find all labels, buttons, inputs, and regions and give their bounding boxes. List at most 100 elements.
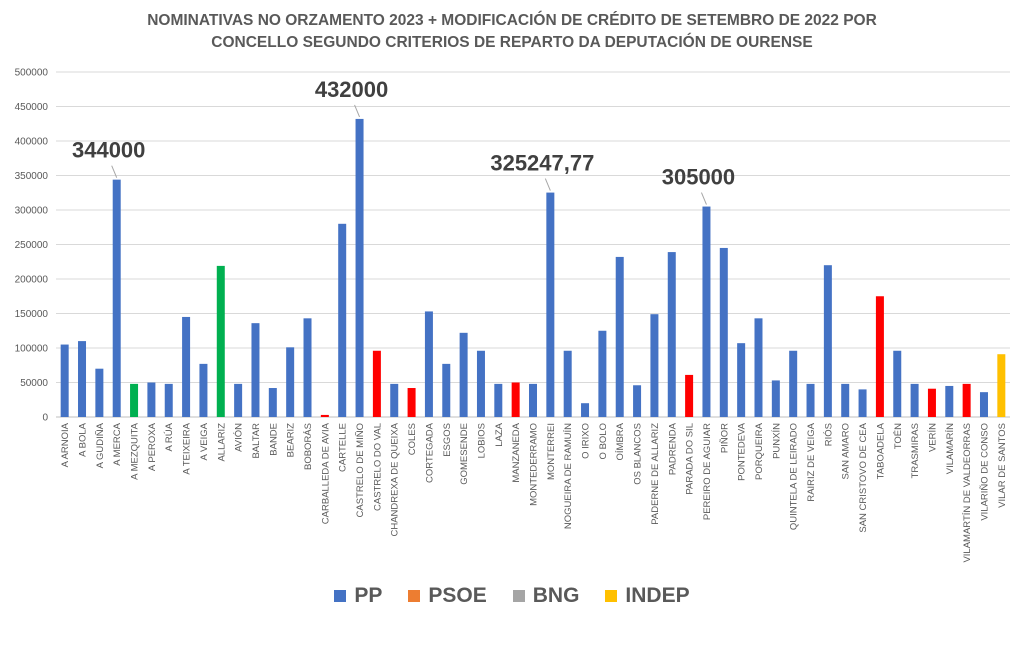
bar-esgos xyxy=(442,363,451,417)
bar-a-r-a xyxy=(164,383,173,417)
legend-swatch xyxy=(408,590,421,602)
bar-laza xyxy=(494,383,503,417)
legend-swatch xyxy=(605,590,618,602)
bar-coles xyxy=(407,388,416,417)
bar-bobor-s xyxy=(303,318,312,417)
y-tick-label: 350000 xyxy=(15,171,49,182)
annotation-label: 432000 xyxy=(315,77,388,102)
annotation-leader-line xyxy=(700,192,707,205)
x-tick-label: CARTELLE xyxy=(338,423,349,472)
bar-castrelo-de-mi-o xyxy=(355,118,364,418)
bar-trasmiras xyxy=(910,383,919,417)
x-tick-label: MONTEDERRAMO xyxy=(529,423,540,506)
annotation-leader-line xyxy=(111,165,118,178)
x-tick-label: A MERCA xyxy=(112,422,123,465)
bar-beariz xyxy=(286,347,295,417)
x-tick-label: RIÓS xyxy=(823,423,834,446)
bar-avi-n xyxy=(234,383,243,417)
x-tick-label: O IRIXO xyxy=(581,423,592,459)
chart-title: NOMINATIVAS NO ORZAMENTO 2023 + MODIFICA… xyxy=(0,10,1024,54)
bar-san-amaro xyxy=(841,383,850,417)
bar-bande xyxy=(268,388,277,417)
bar-pi-or xyxy=(719,247,728,417)
x-tick-label: A BOLA xyxy=(78,422,89,456)
x-tick-label: O BOLO xyxy=(598,423,609,459)
bar-montederramo xyxy=(529,383,537,417)
y-tick-label: 200000 xyxy=(15,275,49,286)
x-tick-label: VERÍN xyxy=(927,423,938,452)
x-tick-label: CORTEGADA xyxy=(424,422,435,483)
bar-a-bola xyxy=(78,341,87,417)
y-tick-label: 250000 xyxy=(15,240,49,251)
x-tick-label: CHANDREXA DE QUEIXA xyxy=(390,422,401,536)
bar-lobios xyxy=(476,350,485,417)
y-tick-label: 0 xyxy=(42,413,48,424)
bar-quintela-de-leirado xyxy=(789,350,798,417)
x-tick-label: A RÚA xyxy=(164,422,175,451)
legend-item-psoe: PSOE xyxy=(408,584,487,608)
bar-a-merca xyxy=(112,179,121,417)
x-tick-label: PADRENDA xyxy=(667,422,678,475)
x-tick-label: VILAMARTÍN DE VALDEORRAS xyxy=(962,423,973,563)
x-tick-label: A GUDIÑA xyxy=(95,422,106,468)
x-tick-label: SAN CRISTOVO DE CEA xyxy=(858,422,869,532)
bar-gomesende xyxy=(459,332,468,417)
annotation-label: 325247,77 xyxy=(490,151,594,176)
x-tick-label: PEREIRO DE AGUIAR xyxy=(702,423,713,520)
x-tick-label: QUINTELA DE LEIRADO xyxy=(789,423,800,530)
y-tick-label: 450000 xyxy=(15,102,49,113)
bar-a-arnoia xyxy=(60,344,69,417)
bar-a-gudi-a xyxy=(95,368,104,417)
x-tick-label: BOBORÁS xyxy=(303,423,314,470)
x-tick-label: A MEZQUITA xyxy=(130,422,141,479)
annotation-label: 344000 xyxy=(72,138,145,163)
x-tick-label: TOÉN xyxy=(893,423,904,449)
chart-title-line-2: CONCELLO SEGUNDO CRITERIOS DE REPARTO DA… xyxy=(211,34,813,51)
x-tick-label: BALTAR xyxy=(251,423,262,459)
bar-taboadela xyxy=(875,296,884,417)
x-tick-label: PIÑOR xyxy=(719,423,730,453)
bar-vilari-o-de-conso xyxy=(979,392,988,417)
legend-item-pp: PP xyxy=(334,584,382,608)
bar-carballeda-de-avia xyxy=(320,414,329,417)
x-tick-label: PORQUEIRA xyxy=(754,422,765,480)
x-tick-label: BEARIZ xyxy=(286,423,297,458)
bar-to-n xyxy=(893,350,902,417)
bar-punx-n xyxy=(771,380,780,417)
x-tick-label: RAIRIZ DE VEIGA xyxy=(806,422,817,501)
y-tick-label: 50000 xyxy=(20,378,48,389)
x-tick-label: COLES xyxy=(407,423,418,455)
x-tick-label: TRASMIRAS xyxy=(910,423,921,478)
legend-label: PP xyxy=(354,584,383,607)
bar-vilar-de-santos xyxy=(997,354,1006,417)
x-tick-label: AVIÓN xyxy=(234,423,245,452)
bar-o-irixo xyxy=(581,403,590,417)
bar-allariz xyxy=(216,265,225,417)
bar-ri-s xyxy=(823,265,832,417)
legend-label: PSOE xyxy=(428,584,487,607)
bar-os-blancos xyxy=(633,385,642,417)
x-tick-label: LAZA xyxy=(494,422,505,446)
y-tick-label: 300000 xyxy=(15,206,49,217)
x-tick-label: LOBIOS xyxy=(476,423,487,458)
legend-swatch xyxy=(334,590,347,602)
bar-parada-do-sil xyxy=(685,374,694,417)
y-tick-label: 400000 xyxy=(15,137,49,148)
x-tick-label: VILARIÑO DE CONSO xyxy=(979,423,990,521)
x-tick-label: VILAR DE SANTOS xyxy=(997,423,1008,508)
x-tick-label: MONTERREI xyxy=(546,423,557,480)
bar-paderne-de-allariz xyxy=(650,314,659,417)
x-tick-label: PARADA DO SIL xyxy=(685,423,696,495)
bar-o-bolo xyxy=(598,330,607,417)
bar-a-veiga xyxy=(199,363,208,417)
annotation-leader-line xyxy=(354,104,361,118)
bar-o-mbra xyxy=(615,256,624,417)
legend-item-bng: BNG xyxy=(512,584,579,608)
bar-chart: 0 50000 100000 150000 200000 250000 300000 3500… xyxy=(15,68,1010,563)
bar-a-teixeira xyxy=(182,316,191,417)
x-tick-label: VILAMARÍN xyxy=(945,423,956,474)
bar-porqueira xyxy=(754,318,763,417)
bar-rairiz-de-veiga xyxy=(806,383,815,417)
x-tick-label: PADERNE DE ALLARIZ xyxy=(650,423,661,525)
bar-ver-n xyxy=(927,388,936,417)
